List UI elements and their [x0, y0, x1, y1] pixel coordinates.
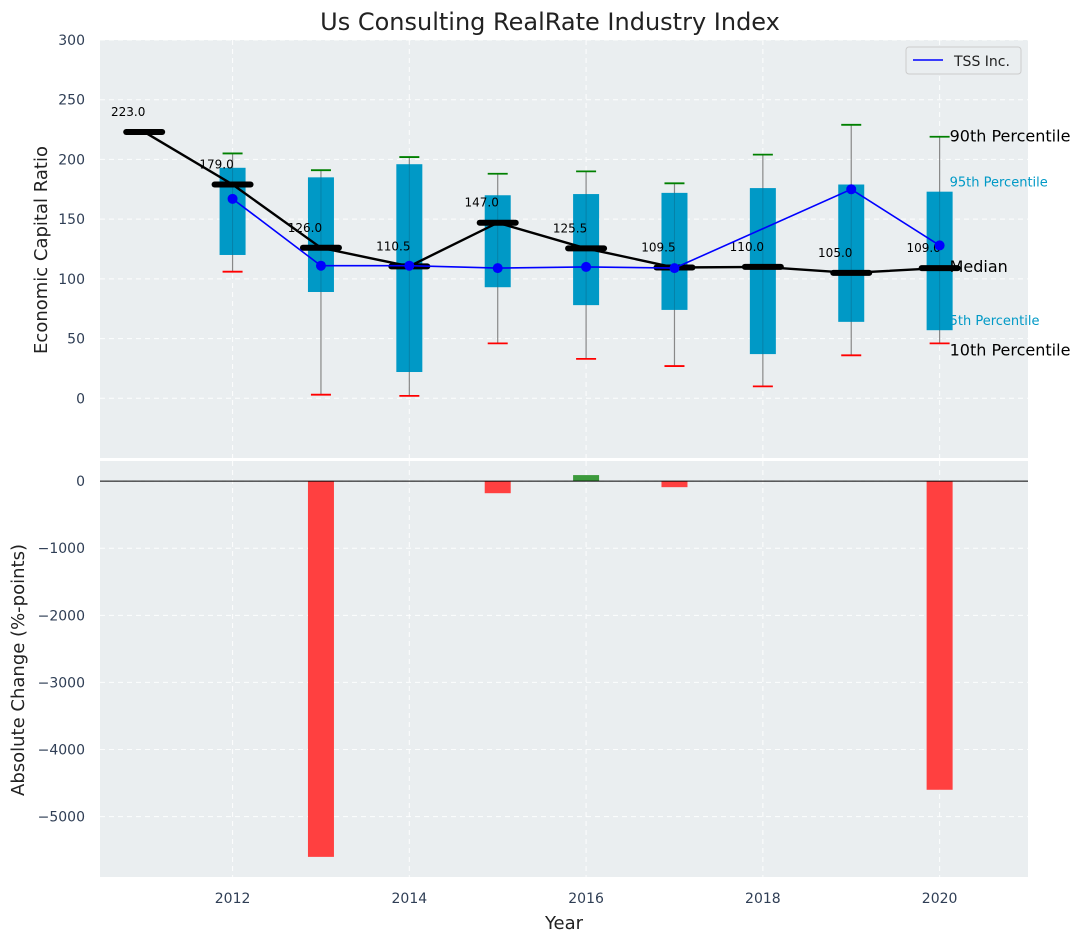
- x-ticks: 2012 2014 2016 2018 2020: [215, 891, 958, 907]
- top-y-ticks: 0 50 100 150 200 250 300: [58, 33, 85, 407]
- tss-point: [846, 184, 857, 195]
- legend: TSS Inc.: [905, 46, 1022, 75]
- annotation-p90: 90th Percentile: [950, 127, 1071, 146]
- annotation-p5: 5th Percentile: [950, 314, 1040, 329]
- annotation-median: Median: [950, 257, 1008, 276]
- percentile-annotations: 90th Percentile 95th Percentile Median 5th …: [950, 127, 1071, 360]
- legend-box: [905, 46, 1022, 75]
- median-value-label: 110.0: [730, 240, 764, 254]
- median-value-label: 125.5: [553, 221, 587, 235]
- median-value-label: 109.0: [906, 241, 940, 255]
- top-y-tick-label: 300: [58, 33, 85, 49]
- x-tick-label: 2012: [215, 891, 251, 907]
- annotation-p95: 95th Percentile: [950, 176, 1048, 191]
- bottom-y-tick-label: −2000: [38, 608, 85, 624]
- tss-point: [669, 263, 680, 274]
- bottom-y-tick-label: −3000: [38, 675, 85, 691]
- bottom-y-tick-label: −4000: [38, 743, 85, 759]
- chart-title: Us Consulting RealRate Industry Index: [320, 8, 780, 36]
- x-tick-label: 2016: [568, 891, 604, 907]
- tss-point: [227, 193, 238, 204]
- top-y-tick-label: 0: [76, 391, 85, 407]
- tss-point: [934, 240, 945, 251]
- tss-point: [581, 261, 592, 272]
- company-series: [227, 184, 945, 274]
- median-value-label: 110.5: [376, 239, 410, 253]
- top-y-tick-label: 100: [58, 272, 85, 288]
- legend-label-tss: TSS Inc.: [953, 54, 1010, 70]
- change-bars: [307, 475, 953, 857]
- median-value-label: 147.0: [465, 196, 499, 210]
- annotation-p10: 10th Percentile: [950, 340, 1071, 359]
- top-y-tick-label: 200: [58, 152, 85, 168]
- tss-point: [315, 260, 326, 271]
- bottom-y-axis-title: Absolute Change (%-points): [8, 544, 29, 796]
- top-y-tick-label: 50: [67, 332, 85, 348]
- median-value-label: 223.0: [111, 105, 145, 119]
- change-bar-2017: [661, 481, 688, 488]
- x-axis-title: Year: [544, 913, 584, 934]
- change-bar-2015: [484, 481, 511, 494]
- median-line: [143, 130, 940, 275]
- change-bar-2020: [926, 481, 953, 790]
- change-bar-2013: [307, 481, 334, 857]
- bottom-y-tick-label: 0: [76, 474, 85, 490]
- bottom-plot-area: [100, 461, 1028, 877]
- tss-point: [492, 263, 503, 274]
- change-bar-2016: [573, 475, 600, 482]
- bottom-y-tick-label: −1000: [38, 541, 85, 557]
- median-value-label: 179.0: [199, 158, 233, 172]
- bottom-y-ticks: 0 −1000 −2000 −3000 −4000 −5000: [38, 474, 85, 825]
- tss-line: [232, 188, 941, 269]
- x-tick-label: 2018: [745, 891, 781, 907]
- tss-point: [404, 260, 415, 271]
- top-y-tick-label: 250: [58, 93, 85, 109]
- boxes: [219, 123, 953, 397]
- top-plot-area: [100, 40, 1028, 458]
- bottom-y-tick-label: −5000: [38, 810, 85, 826]
- median-value-label: 105.0: [818, 246, 852, 260]
- median-value-label: 126.0: [288, 221, 322, 235]
- x-tick-label: 2020: [922, 891, 958, 907]
- median-value-label: 109.5: [641, 241, 675, 255]
- x-tick-label: 2014: [392, 891, 428, 907]
- median-series: 223.0 179.0 126.0 110.5 147.0 125.5 109.5 110.0…: [111, 105, 961, 276]
- top-y-tick-label: 150: [58, 212, 85, 228]
- top-y-axis-title: Economic Capital Ratio: [31, 146, 52, 354]
